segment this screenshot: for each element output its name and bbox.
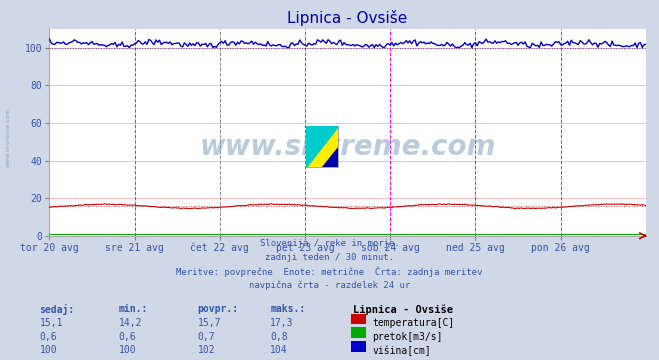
Text: višina[cm]: višina[cm] [372, 345, 431, 356]
Polygon shape [322, 147, 338, 167]
Text: 15,1: 15,1 [40, 318, 63, 328]
Title: Lipnica - Ovsiše: Lipnica - Ovsiše [287, 10, 408, 26]
Text: 104: 104 [270, 345, 288, 355]
Text: www.si-vreme.com: www.si-vreme.com [6, 107, 11, 167]
Polygon shape [306, 126, 338, 167]
Text: zadnji teden / 30 minut.: zadnji teden / 30 minut. [265, 253, 394, 262]
Text: 15,7: 15,7 [198, 318, 221, 328]
Text: temperatura[C]: temperatura[C] [372, 318, 455, 328]
Text: 0,6: 0,6 [40, 332, 57, 342]
Text: Slovenija / reke in morje.: Slovenija / reke in morje. [260, 239, 399, 248]
Text: Meritve: povprečne  Enote: metrične  Črta: zadnja meritev: Meritve: povprečne Enote: metrične Črta:… [177, 267, 482, 277]
Text: sedaj:: sedaj: [40, 304, 74, 315]
Text: Lipnica - Ovsiše: Lipnica - Ovsiše [353, 304, 453, 315]
Text: pretok[m3/s]: pretok[m3/s] [372, 332, 443, 342]
Text: 0,8: 0,8 [270, 332, 288, 342]
Polygon shape [306, 126, 338, 167]
Text: min.:: min.: [119, 304, 148, 314]
Text: maks.:: maks.: [270, 304, 305, 314]
Text: 102: 102 [198, 345, 215, 355]
Text: 100: 100 [119, 345, 136, 355]
Text: povpr.:: povpr.: [198, 304, 239, 314]
Text: navpična črta - razdelek 24 ur: navpična črta - razdelek 24 ur [249, 280, 410, 290]
Text: 14,2: 14,2 [119, 318, 142, 328]
Text: 100: 100 [40, 345, 57, 355]
Text: 0,7: 0,7 [198, 332, 215, 342]
Text: www.si-vreme.com: www.si-vreme.com [200, 133, 496, 161]
Text: 17,3: 17,3 [270, 318, 294, 328]
Text: 0,6: 0,6 [119, 332, 136, 342]
